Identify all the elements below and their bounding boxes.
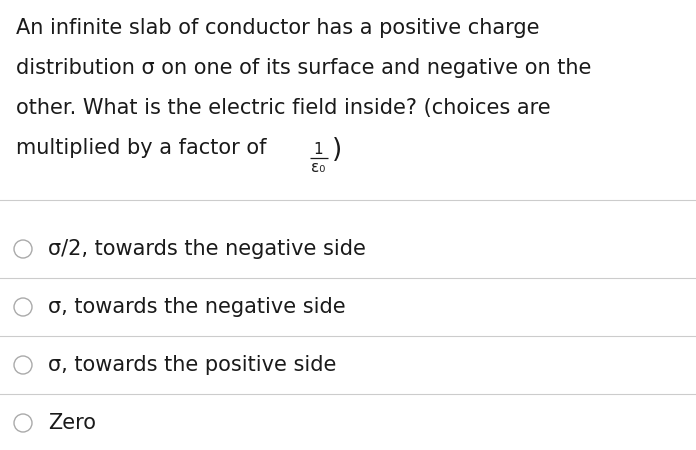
Text: ε₀: ε₀ bbox=[311, 160, 325, 175]
Text: other. What is the electric field inside? (choices are: other. What is the electric field inside… bbox=[16, 98, 551, 118]
Text: ): ) bbox=[332, 137, 342, 163]
Text: multiplied by a factor of: multiplied by a factor of bbox=[16, 138, 273, 158]
Text: σ/2, towards the negative side: σ/2, towards the negative side bbox=[48, 239, 366, 259]
Text: An infinite slab of conductor has a positive charge: An infinite slab of conductor has a posi… bbox=[16, 18, 539, 38]
Text: σ, towards the positive side: σ, towards the positive side bbox=[48, 355, 336, 375]
Text: σ, towards the negative side: σ, towards the negative side bbox=[48, 297, 346, 317]
Text: Zero: Zero bbox=[48, 413, 96, 433]
Text: 1: 1 bbox=[313, 142, 323, 157]
Text: distribution σ on one of its surface and negative on the: distribution σ on one of its surface and… bbox=[16, 58, 592, 78]
